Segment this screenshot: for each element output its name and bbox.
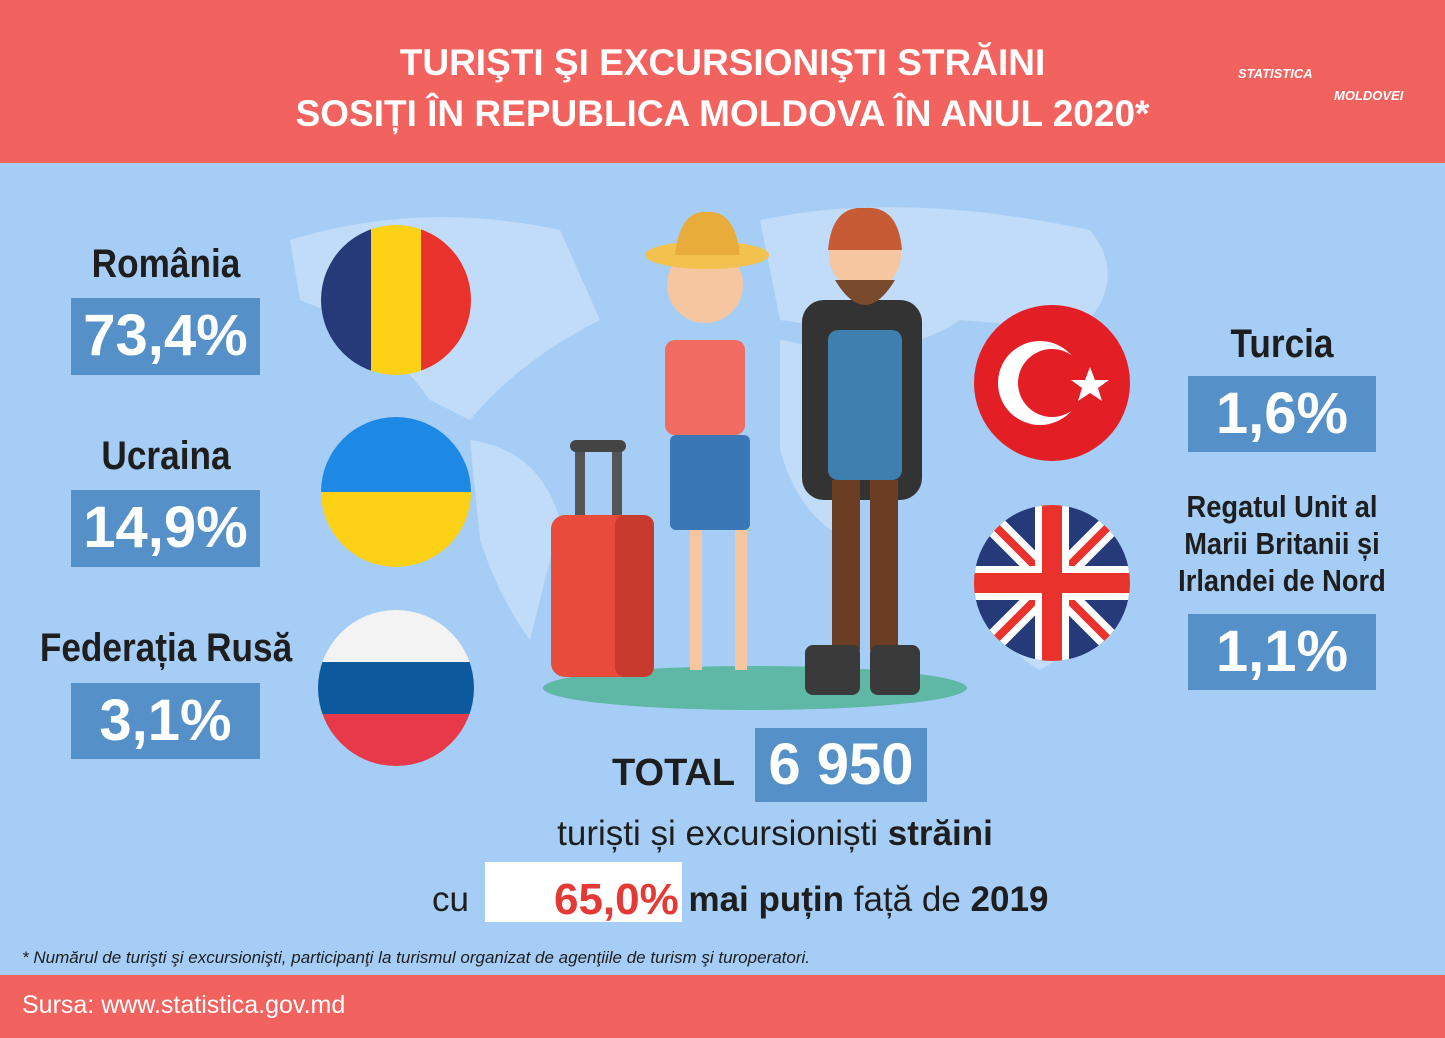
- change-line: cu 65,0% mai puțin față de 2019: [432, 872, 1049, 924]
- change-box: [485, 862, 682, 922]
- title-line: SOSIȚI ÎN REPUBLICA MOLDOVA ÎN ANUL 2020…: [295, 93, 1150, 134]
- text: față de: [853, 880, 961, 919]
- total-value: 6 950: [755, 728, 927, 802]
- country-name: Turcia: [1230, 322, 1334, 366]
- logo-text: MOLDOVEI: [1334, 88, 1404, 103]
- text: turiști și excursioniști: [557, 814, 879, 853]
- text-bold: străini: [887, 814, 993, 853]
- total-label: TOTAL: [612, 752, 736, 794]
- country-name: Ucraina: [101, 434, 231, 478]
- country-name: Regatul Unit al Marii Britanii și Irland…: [1178, 489, 1386, 598]
- country-share: 14,9%: [71, 490, 260, 567]
- text-bold: mai puțin: [688, 880, 845, 919]
- country-share: 1,6%: [1188, 376, 1376, 452]
- text-bold: 2019: [970, 880, 1049, 919]
- flag-turkey: [974, 305, 1130, 461]
- country-name: Federația Rusă: [39, 626, 293, 670]
- travellers-illustration: [543, 207, 967, 710]
- title-line: TURIŞTI ŞI EXCURSIONIŞTI STRĂINI: [399, 42, 1046, 83]
- country-share: 3,1%: [71, 683, 260, 759]
- header: [0, 0, 1445, 163]
- country-name: România: [91, 242, 241, 286]
- footer: [0, 975, 1445, 1038]
- flag-russia: [318, 610, 474, 766]
- summary-line: turiști și excursioniști străini: [0, 814, 1445, 854]
- source: Sursa: www.statistica.gov.md: [22, 991, 346, 1019]
- country-share: 73,4%: [71, 298, 260, 375]
- footnote: * Numărul de turişti şi excursionişti, p…: [22, 948, 811, 967]
- flag-ukraine: [321, 417, 471, 567]
- country-share: 1,1%: [1188, 614, 1376, 690]
- change-value: 65,0%: [553, 875, 679, 924]
- flag-uk: [974, 505, 1130, 661]
- text: cu: [432, 880, 469, 919]
- logo-text: STATISTICA: [1238, 66, 1313, 81]
- flag-romania: [321, 225, 471, 375]
